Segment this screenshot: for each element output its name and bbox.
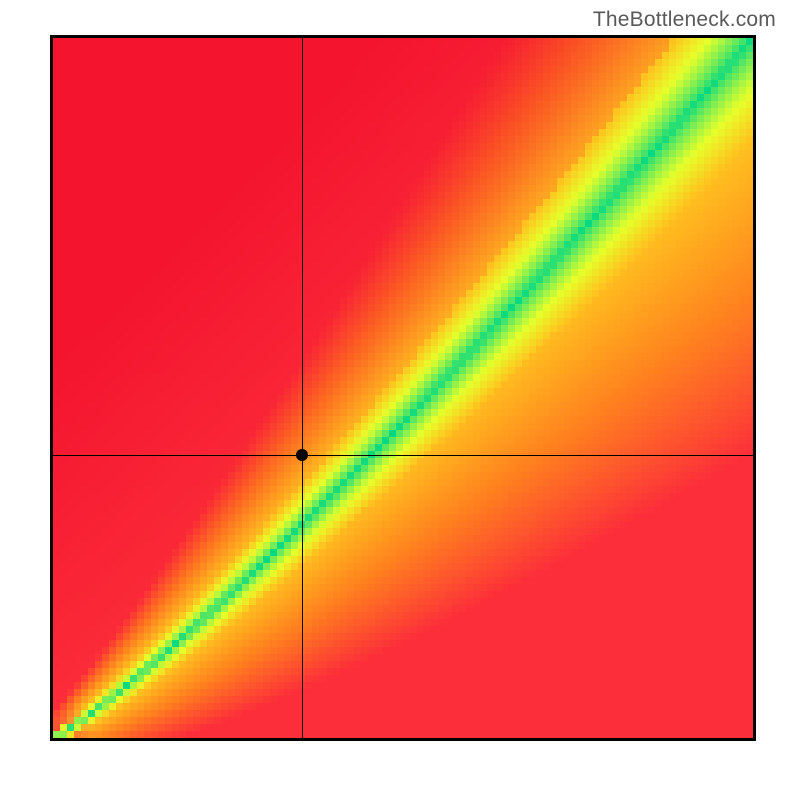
watermark-text: TheBottleneck.com bbox=[593, 8, 776, 32]
crosshair-horizontal bbox=[53, 455, 753, 456]
crosshair-vertical bbox=[302, 38, 303, 738]
heatmap-canvas bbox=[53, 38, 753, 738]
plot-area bbox=[50, 35, 756, 741]
marker-dot bbox=[296, 449, 308, 461]
